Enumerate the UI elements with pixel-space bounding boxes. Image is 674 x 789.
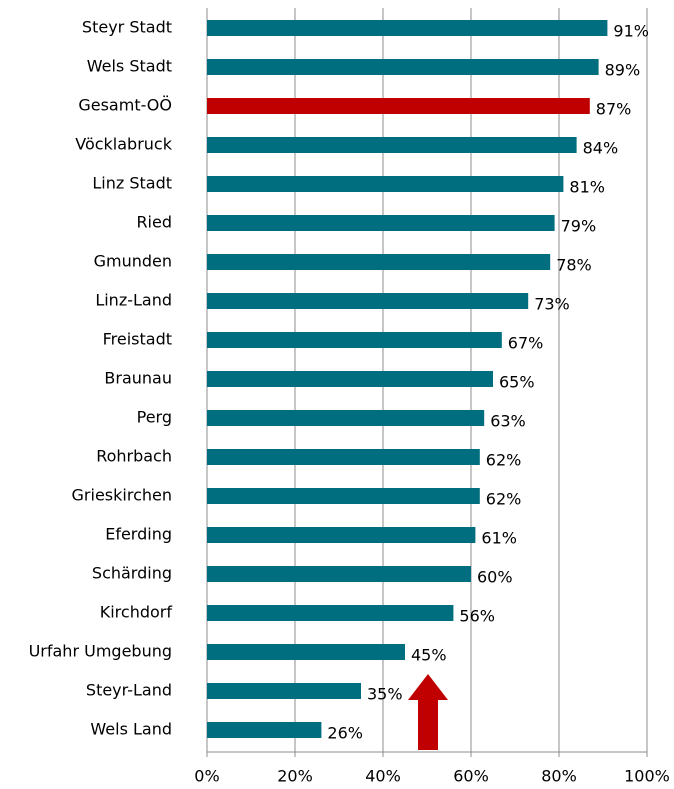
bar	[207, 59, 599, 75]
bar	[207, 176, 564, 192]
value-label: 78%	[556, 256, 592, 275]
value-label: 63%	[490, 412, 526, 431]
bar	[207, 371, 493, 387]
category-label: Wels Land	[90, 720, 172, 739]
category-label: Schärding	[92, 564, 172, 583]
x-tick-label: 60%	[453, 767, 489, 786]
category-label: Ried	[136, 213, 172, 232]
category-label: Steyr-Land	[86, 681, 172, 700]
x-tick-label: 40%	[365, 767, 401, 786]
bar	[207, 488, 480, 504]
category-label: Grieskirchen	[72, 486, 172, 505]
bar	[207, 605, 454, 621]
bar	[207, 293, 529, 309]
x-tick-label: 100%	[624, 767, 670, 786]
value-label: 79%	[561, 217, 597, 236]
value-label: 56%	[459, 607, 495, 626]
category-label: Gesamt-OÖ	[78, 96, 172, 115]
category-label: Linz-Land	[95, 291, 172, 310]
value-label: 62%	[486, 451, 522, 470]
value-label: 67%	[508, 334, 544, 353]
value-label: 91%	[613, 22, 649, 41]
value-label: 45%	[411, 646, 447, 665]
value-label: 60%	[477, 568, 513, 587]
bar	[207, 332, 502, 348]
category-label: Rohrbach	[96, 447, 172, 466]
category-label: Perg	[137, 408, 172, 427]
value-label: 81%	[569, 178, 605, 197]
bar	[207, 449, 480, 465]
bar	[207, 137, 577, 153]
value-label: 73%	[534, 295, 570, 314]
category-label: Linz Stadt	[92, 174, 172, 193]
value-label: 89%	[605, 61, 641, 80]
bar	[207, 215, 555, 231]
value-label: 35%	[367, 685, 403, 704]
bar	[207, 98, 590, 114]
x-tick-label: 80%	[541, 767, 577, 786]
category-label: Gmunden	[94, 252, 172, 271]
x-tick-label: 20%	[277, 767, 313, 786]
category-label: Wels Stadt	[87, 57, 172, 76]
value-label: 65%	[499, 373, 535, 392]
value-label: 87%	[596, 100, 632, 119]
bar	[207, 527, 476, 543]
bar	[207, 722, 322, 738]
bar	[207, 644, 405, 660]
category-label: Kirchdorf	[100, 603, 173, 622]
category-label: Braunau	[104, 369, 172, 388]
bar	[207, 254, 551, 270]
x-tick-label: 0%	[194, 767, 219, 786]
bar	[207, 566, 471, 582]
grid: 0% 20% 40% 60% 80% 100%	[194, 8, 670, 786]
bar	[207, 20, 608, 36]
bars: Steyr Stadt 91% Wels Stadt 89% Gesamt-OÖ 87% V…	[29, 18, 649, 743]
bar	[207, 410, 485, 426]
highlight-arrow	[408, 674, 448, 750]
value-label: 62%	[486, 490, 522, 509]
category-label: Eferding	[105, 525, 172, 544]
category-label: Vöcklabruck	[75, 135, 172, 154]
bar	[207, 683, 361, 699]
value-label: 61%	[481, 529, 517, 548]
category-label: Steyr Stadt	[82, 18, 172, 37]
value-label: 26%	[327, 724, 363, 743]
category-label: Freistadt	[103, 330, 172, 349]
category-label: Urfahr Umgebung	[29, 642, 172, 661]
value-label: 84%	[583, 139, 619, 158]
